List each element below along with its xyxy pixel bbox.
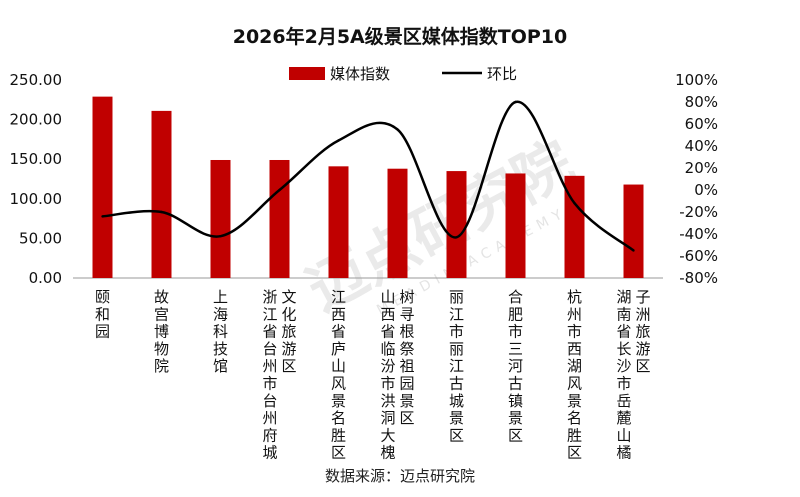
right-tick-label: 20%: [685, 159, 718, 177]
left-tick-label: 50.00: [19, 229, 62, 247]
right-tick-label: -80%: [679, 269, 718, 287]
bar-media-index: [151, 110, 172, 278]
left-tick-label: 200.00: [10, 111, 63, 129]
right-tick-label: -60%: [679, 247, 718, 265]
mom-point: [160, 210, 163, 214]
source-note: 数据来源：迈点研究院: [325, 467, 475, 485]
mom-point: [278, 188, 281, 192]
category-label: 文化旅游区: [281, 288, 296, 375]
bar-media-index: [564, 175, 585, 278]
legend: 媒体指数 环比: [289, 65, 517, 83]
category-label: 子洲旅游区: [635, 288, 650, 375]
category-label: 杭州市西湖风景名胜区: [567, 288, 582, 462]
right-tick-label: -20%: [679, 203, 718, 221]
legend-label-mom: 环比: [487, 65, 517, 83]
category-label: 树寻根祭祖园景区: [399, 288, 414, 427]
right-tick-label: 0%: [694, 181, 718, 199]
mom-point: [632, 249, 635, 252]
right-tick-label: 100%: [675, 71, 718, 89]
category-label: 丽江市丽江古城景区: [449, 288, 464, 444]
right-tick-label: -40%: [679, 225, 718, 243]
legend-label-index: 媒体指数: [330, 65, 390, 83]
category-label: 湖南省长沙市岳麓山橘: [616, 288, 631, 462]
category-label: 上海科技馆: [213, 288, 228, 375]
mom-point: [101, 215, 104, 218]
mom-point: [396, 128, 399, 131]
right-axis-ticks: -80% -60% -40% -20% 0% 20% 40% 60% 80% 100%: [675, 71, 718, 287]
mom-point: [514, 100, 517, 104]
bar-media-index: [328, 166, 349, 278]
right-tick-label: 60%: [685, 115, 718, 133]
mom-point: [573, 202, 576, 205]
mom-point: [219, 235, 222, 238]
category-label: 江西省庐山风景名胜区: [331, 288, 346, 462]
bar-media-index: [210, 159, 231, 278]
left-tick-label: 100.00: [10, 190, 63, 208]
bars: [92, 96, 644, 278]
category-label: 故宫博物院: [154, 288, 169, 375]
right-tick-label: 40%: [685, 137, 718, 155]
left-axis-ticks: 0.00 50.00 100.00 150.00 200.00 250.00: [10, 71, 63, 287]
legend-swatch-index: [289, 67, 325, 80]
mom-point: [337, 139, 340, 142]
left-tick-label: 150.00: [10, 150, 63, 168]
right-tick-label: 80%: [685, 93, 718, 111]
bar-media-index: [92, 96, 113, 278]
bar-media-index: [387, 168, 408, 278]
left-tick-label: 250.00: [10, 71, 63, 89]
category-label: 浙江省台州市台州府城: [262, 288, 277, 462]
chart-title: 2026年2月5A级景区媒体指数TOP10: [233, 25, 568, 48]
bar-media-index: [623, 184, 644, 278]
category-label: 山西省临汾市洪洞大槐: [380, 288, 395, 462]
category-label: 合肥市三河古镇景区: [508, 288, 523, 444]
bar-media-index: [505, 173, 526, 278]
left-tick-label: 0.00: [29, 269, 62, 287]
mom-point: [455, 236, 458, 239]
bar-media-index: [446, 171, 467, 278]
bar-media-index: [269, 159, 290, 278]
category-label: 颐和园: [95, 288, 110, 341]
mom-line-layer: [101, 100, 635, 252]
